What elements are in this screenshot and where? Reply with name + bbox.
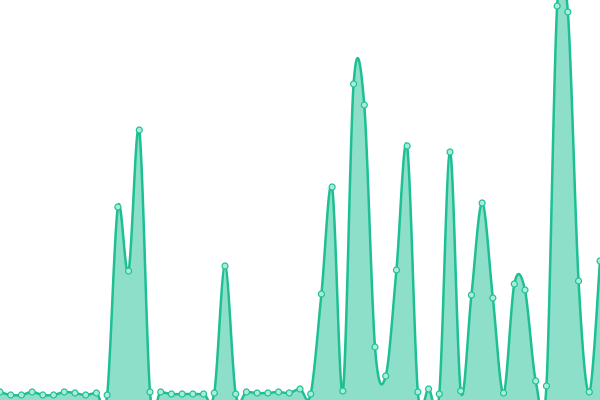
point bbox=[296, 385, 304, 393]
point bbox=[349, 80, 358, 88]
point bbox=[285, 389, 293, 397]
point bbox=[339, 387, 347, 395]
point bbox=[457, 387, 465, 395]
point bbox=[103, 391, 111, 399]
point bbox=[157, 388, 165, 396]
point bbox=[446, 148, 454, 156]
point bbox=[317, 290, 326, 298]
point bbox=[478, 199, 486, 207]
point bbox=[553, 2, 561, 10]
point bbox=[307, 390, 315, 398]
point bbox=[7, 391, 15, 399]
point bbox=[360, 101, 368, 109]
point bbox=[392, 266, 401, 274]
point bbox=[264, 389, 272, 397]
point bbox=[189, 390, 197, 398]
point bbox=[371, 343, 379, 351]
point bbox=[253, 389, 261, 397]
point bbox=[178, 390, 186, 398]
point bbox=[435, 390, 443, 398]
point bbox=[28, 388, 36, 396]
point bbox=[60, 388, 68, 396]
point bbox=[403, 142, 411, 150]
point bbox=[489, 294, 497, 302]
point bbox=[274, 388, 283, 396]
point bbox=[0, 388, 4, 396]
point bbox=[510, 280, 518, 288]
point bbox=[199, 390, 208, 398]
point bbox=[521, 286, 529, 294]
point bbox=[424, 385, 433, 393]
point bbox=[596, 257, 600, 265]
point bbox=[574, 277, 583, 285]
point bbox=[532, 377, 540, 385]
point bbox=[146, 388, 154, 396]
point bbox=[414, 388, 422, 396]
point bbox=[467, 291, 476, 299]
point bbox=[167, 390, 176, 398]
point bbox=[499, 389, 508, 397]
point bbox=[242, 388, 251, 396]
point bbox=[82, 391, 90, 399]
point bbox=[585, 388, 593, 396]
point bbox=[210, 389, 218, 397]
point bbox=[49, 391, 58, 399]
point bbox=[232, 390, 240, 398]
point bbox=[382, 372, 390, 380]
point bbox=[17, 391, 26, 399]
point bbox=[328, 183, 336, 191]
point bbox=[221, 262, 229, 270]
point bbox=[114, 203, 122, 211]
point bbox=[92, 389, 101, 397]
point bbox=[542, 382, 551, 390]
point bbox=[71, 389, 79, 397]
point bbox=[124, 267, 133, 275]
point bbox=[135, 126, 143, 134]
point bbox=[564, 8, 572, 16]
point bbox=[39, 391, 47, 399]
